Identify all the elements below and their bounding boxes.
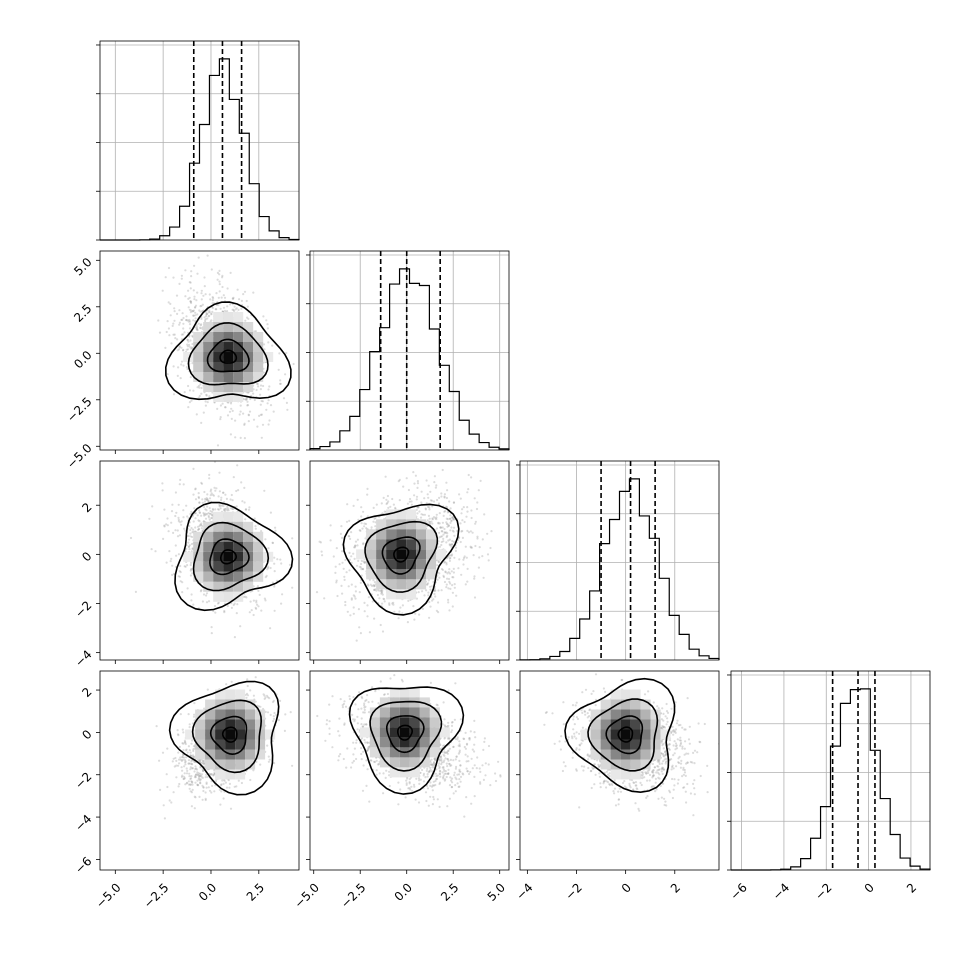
histogram-bars-1	[309, 268, 510, 450]
contour-level-0	[164, 301, 292, 401]
x-tick-label: −2.5	[338, 880, 369, 911]
y-tick-label: −2	[72, 598, 94, 620]
hist-frame-1	[309, 250, 510, 451]
scatter-panel-1-2	[306, 460, 510, 664]
contour-lines	[164, 301, 292, 401]
hist-panel-3	[727, 670, 931, 871]
scatter-frame	[309, 670, 510, 871]
x-tick-label: −5.0	[93, 880, 124, 911]
scatter-frame	[519, 670, 720, 871]
contour-lines	[342, 503, 460, 616]
y-tick-label: −2.5	[64, 394, 95, 425]
density-shading	[356, 509, 447, 600]
scatter-panel-0-2	[96, 460, 300, 664]
x-tick-label: 5.0	[485, 880, 508, 903]
contour-level-2	[386, 715, 425, 754]
scatter-frame	[99, 250, 300, 451]
x-tick-label: 2.5	[244, 880, 267, 903]
contour-level-2	[206, 338, 250, 373]
contour-level-0	[168, 680, 280, 796]
contour-level-3	[219, 349, 238, 364]
density-shading	[185, 689, 276, 780]
x-tick-label: −2	[812, 880, 834, 902]
contour-level-1	[192, 521, 270, 592]
density-shading	[580, 689, 671, 780]
contour-level-0	[342, 503, 460, 616]
y-tick-label: −4	[72, 647, 94, 669]
hist-panel-0	[96, 40, 300, 241]
scatter-panel-2-3	[516, 670, 720, 874]
x-tick-label: 2	[904, 880, 919, 895]
histogram-bars-2	[519, 478, 720, 661]
y-tick-label: 0	[79, 549, 94, 564]
scatter-panel-1-3	[306, 670, 510, 874]
y-tick-label: 0	[79, 727, 94, 742]
contour-level-1	[369, 700, 443, 772]
hist-grid-2	[520, 461, 719, 660]
y-tick-label: −5.0	[64, 441, 95, 472]
x-tick-label: −6	[728, 880, 750, 902]
scatter-panel-0-1	[96, 250, 300, 454]
x-tick-label: 2	[668, 880, 683, 895]
scatter-panel-0-3	[96, 670, 300, 874]
y-tick-label: 2	[79, 500, 94, 515]
histogram-bars-3	[731, 688, 931, 871]
x-tick-label: −4	[770, 880, 792, 902]
y-tick-label: −2	[72, 769, 94, 791]
y-tick-label: 2.5	[71, 301, 94, 324]
contour-lines	[348, 686, 465, 795]
hist-frame-0	[99, 40, 300, 241]
contour-level-3	[220, 549, 238, 565]
contour-lines	[564, 677, 676, 794]
y-tick-label: 5.0	[71, 255, 94, 278]
contour-level-2	[209, 538, 250, 576]
contour-level-3	[617, 726, 634, 743]
x-tick-label: 0	[862, 880, 877, 895]
x-tick-label: −2	[562, 880, 584, 902]
y-tick-label: 0.0	[71, 348, 94, 371]
contour-level-1	[364, 520, 439, 593]
contour-level-1	[191, 699, 263, 774]
contour-lines	[168, 680, 280, 796]
scatter-frame	[309, 460, 510, 661]
contour-level-2	[605, 715, 644, 755]
contour-level-2	[381, 536, 421, 575]
x-tick-label: −2.5	[141, 880, 172, 911]
scatter-frame	[99, 460, 300, 661]
hist-frame-2	[519, 460, 720, 661]
y-tick-label: −4	[72, 812, 94, 834]
y-tick-label: 2	[79, 685, 94, 700]
x-tick-label: 0.0	[196, 880, 219, 903]
contour-level-2	[209, 715, 248, 756]
contour-level-1	[587, 698, 659, 772]
contour-lines	[174, 501, 294, 612]
x-tick-label: 0	[619, 880, 634, 895]
y-tick-label: −6	[72, 854, 94, 876]
contour-level-3	[221, 726, 238, 743]
x-tick-label: 0.0	[392, 880, 415, 903]
contour-level-3	[397, 724, 414, 741]
scatter-frame	[99, 670, 300, 871]
contour-level-3	[393, 546, 410, 563]
x-tick-label: −4	[513, 880, 535, 902]
x-tick-label: −5.0	[292, 880, 323, 911]
hist-frame-3	[730, 670, 931, 871]
contour-level-0	[348, 686, 465, 795]
contour-level-1	[187, 322, 269, 386]
hist-panel-2	[516, 460, 720, 661]
x-tick-label: 2.5	[438, 880, 461, 903]
contour-level-0	[564, 677, 676, 794]
hist-panel-1	[306, 250, 510, 451]
histogram-bars-0	[100, 58, 300, 241]
contour-level-0	[174, 501, 294, 612]
